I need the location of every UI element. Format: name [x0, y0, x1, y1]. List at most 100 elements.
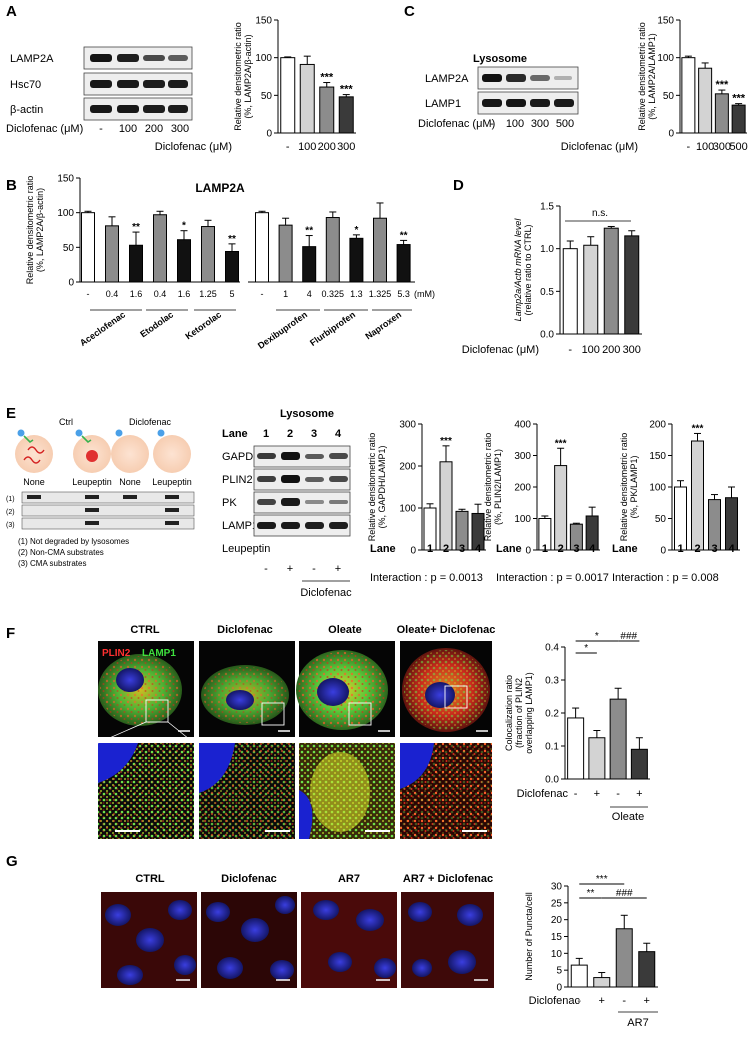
y-tick-label: 400 [514, 420, 531, 431]
y-tick-label: 200 [399, 462, 416, 473]
schematic-legend: (1) Not degraded by lysosomes [18, 537, 129, 546]
ns-label: n.s. [592, 208, 608, 219]
drug-label: Naproxen [363, 309, 403, 341]
group-label: Oleate [612, 811, 644, 823]
significance-label: *** [320, 72, 334, 84]
chart-e-lane-labels: Lane 1 2 3 4 Lane 1 2 3 4 Lane 1 2 3 4 [370, 543, 735, 555]
x-tick-label: - [568, 344, 572, 356]
y-tick-label: 100 [255, 53, 272, 64]
schematic-legend: (3) CMA substrates [18, 559, 86, 568]
x-tick-label: - [574, 788, 578, 800]
significance-label: ** [400, 230, 408, 241]
y-tick-label: 50 [663, 91, 675, 102]
y-tick-label: 0 [556, 983, 562, 994]
y-tick-label: 0 [68, 278, 74, 289]
x-tick-label: - [261, 289, 264, 299]
x-tick-label: 1.6 [178, 289, 191, 299]
y-tick-label: 0 [266, 129, 272, 140]
lane-label: Lane [496, 543, 522, 555]
y-axis-label: Relative densitometric ratio(%, LAMP2A/β… [233, 22, 253, 131]
blot-label-lamp1: LAMP1 [425, 98, 461, 110]
bar [396, 244, 411, 283]
bar [105, 225, 119, 283]
y-tick-label: 100 [514, 514, 531, 525]
bar [325, 217, 340, 283]
dose-label: 300 [171, 123, 189, 135]
x-tick-label: + [636, 788, 642, 800]
panel-f-micrographs: CTRL Diclofenac Oleate Oleate+ Diclofena… [97, 624, 495, 839]
dose-label: 500 [556, 118, 574, 130]
y-tick-label: 10 [551, 949, 563, 960]
significance-label: ### [620, 631, 637, 642]
chart-g-sign-labels: - + - + [577, 995, 650, 1007]
leupeptin-label: Leupeptin [222, 543, 270, 555]
panel-e-schematic: Ctrl Diclofenac None Leupeptin None Leup… [6, 417, 195, 568]
diclofenac-label: Diclofenac [300, 587, 352, 599]
y-tick-label: 200 [514, 483, 531, 494]
lysosome-icon [15, 435, 53, 473]
treatment-label: Diclofenac [529, 995, 581, 1007]
bar [153, 214, 167, 283]
significance-label: * [182, 221, 186, 232]
significance-label: *** [715, 79, 729, 91]
lane-number: 2 [287, 428, 293, 440]
bar [583, 244, 599, 335]
y-tick-label: 0 [660, 546, 666, 557]
bar [554, 465, 568, 551]
bar [81, 212, 95, 283]
panel-label-b: B [6, 177, 17, 194]
significance-label: ### [616, 888, 633, 899]
significance-label: *** [692, 423, 704, 434]
lane-number: 4 [728, 543, 735, 555]
chart-e-pk: 0 50 100 150 200 Relative densitometric ratio… [619, 420, 740, 557]
bar [562, 248, 578, 335]
dose-label: 200 [145, 123, 163, 135]
bar [570, 964, 588, 988]
leupeptin-sign: - [312, 563, 316, 575]
condition-label: Leupeptin [152, 477, 192, 487]
y-tick-label: 0.4 [545, 643, 559, 654]
blot-label: LAMP1 [222, 520, 258, 532]
significance-label: *** [596, 874, 608, 885]
x-tick-label: 0.4 [106, 289, 119, 299]
x-tick-label: - [286, 141, 290, 153]
condition-label: Leupeptin [72, 477, 112, 487]
lane-number: 4 [589, 543, 596, 555]
y-tick-label: 0.5 [540, 287, 554, 298]
lane-number: 1 [677, 543, 683, 555]
y-tick-label: 15 [551, 932, 563, 943]
panel-label-g: G [6, 853, 18, 870]
lane-number: 3 [711, 543, 717, 555]
column-title: Diclofenac [221, 873, 277, 885]
y-tick-label: 50 [261, 91, 273, 102]
lane-number: 3 [311, 428, 317, 440]
y-tick-label: 150 [57, 174, 74, 185]
x-tick-label: 1.3 [350, 289, 363, 299]
y-tick-label: 0 [668, 129, 674, 140]
x-tick-label: 300 [713, 141, 731, 153]
lane-number: 4 [335, 428, 342, 440]
y-tick-label: 0 [410, 546, 416, 557]
y-tick-label: 150 [657, 16, 674, 27]
x-tick-label: 300 [623, 344, 641, 356]
x-tick-label: - [687, 141, 691, 153]
y-tick-label: 0.0 [545, 775, 559, 786]
schematic-row-label: (1) [6, 496, 15, 503]
y-axis-label: Lamp2a/Actb mRNA level(relative ratio to… [513, 218, 533, 322]
significance-label: ** [305, 226, 313, 237]
lane-number: 1 [263, 428, 269, 440]
bar [349, 237, 364, 283]
y-axis-label: Relative densitometric ratio(%, LAMP2A/L… [637, 22, 657, 131]
significance-label: ** [587, 888, 595, 899]
dose-label: - [99, 123, 103, 135]
panel-e-western-blot: Lysosome Lane 1 2 3 4 GAPDH PLIN2 PK LAM… [222, 408, 352, 599]
blot-label: PK [222, 497, 237, 509]
bar [674, 486, 687, 551]
x-tick-label: 200 [602, 344, 620, 356]
significance-label: *** [555, 438, 567, 449]
y-tick-label: 50 [63, 243, 75, 254]
panel-a-western-blot: LAMP2A Hsc70 β-actin Diclofenac (μM) - 1… [6, 46, 193, 135]
x-tick-label: + [594, 788, 600, 800]
